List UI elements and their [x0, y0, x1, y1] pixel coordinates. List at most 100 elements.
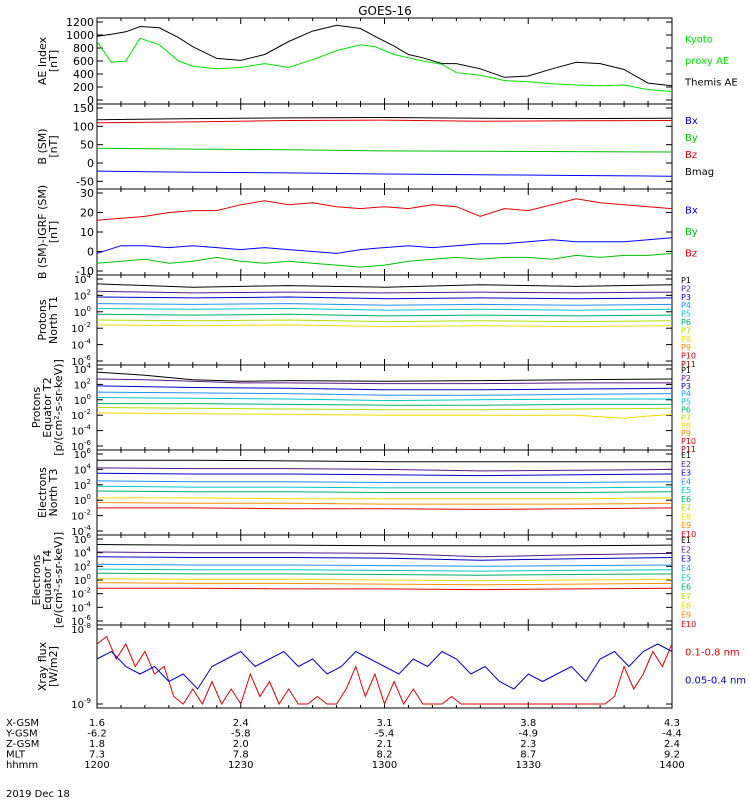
y-tick-label: 10: [80, 226, 94, 239]
series-by: [97, 147, 672, 153]
y-axis-label: Equator T4: [41, 550, 54, 610]
legend-entry: Bx: [685, 206, 698, 217]
series-p1: [97, 283, 672, 288]
footer-row-value: -6.2: [87, 729, 107, 740]
y-axis-label: Protons: [36, 299, 49, 340]
y-tick-exponent: 0: [87, 493, 91, 501]
series-e5: [97, 485, 672, 489]
y-tick-label: 400: [73, 68, 94, 81]
y-tick-label: 102: [74, 559, 91, 573]
legend-entry: E9: [681, 521, 691, 530]
legend-entry: E10: [681, 620, 696, 629]
footer-row-value: 1230: [228, 760, 253, 771]
y-tick-exponent: 2: [87, 288, 91, 296]
footer-row-value: 1.6: [89, 718, 105, 729]
y-tick-label: 800: [73, 42, 94, 55]
series-p5: [97, 397, 672, 402]
panel-2: -50 0 50 100 150 B (SM)[nT] Bx By Bz Bmag: [36, 102, 714, 190]
footer-row-value: 1330: [516, 760, 541, 771]
y-axis-label: [nT]: [47, 135, 60, 157]
series-e2: [97, 551, 672, 558]
footer-row-value: 1300: [372, 760, 397, 771]
footer-row-value: -5.4: [375, 729, 395, 740]
footer-row-value: 2.4: [233, 718, 249, 729]
footer-row-value: -5.8: [231, 729, 251, 740]
series-p6: [97, 403, 672, 406]
legend-entry: 0.05-0.4 nm: [685, 675, 746, 686]
legend-entry: P11: [681, 360, 696, 369]
y-tick-label: 106: [74, 447, 92, 461]
y-tick-label: 104: [74, 272, 92, 286]
legend-entry: P7: [681, 413, 691, 422]
legend-entry: E2: [681, 545, 691, 554]
footer-ephemeris: X-GSM 1.6 2.4 3.1 3.8 4.3 Y-GSM -6.2 -5.8 -5.4 -4.…: [5, 718, 685, 771]
y-axis-label: [nT]: [47, 221, 60, 243]
legend-entry: P5: [681, 398, 691, 407]
y-axis-label: B (SM)-IGRF (SM): [36, 185, 49, 279]
y-tick-exponent: 4: [87, 272, 92, 280]
y-tick-exponent: -2: [84, 321, 91, 329]
series-p7: [97, 319, 672, 323]
legend-entry: By: [685, 227, 698, 238]
legend-entry: By: [685, 133, 698, 144]
y-tick-exponent: 6: [87, 532, 92, 540]
panel-7: 10-610-410-2100102104106ElectronsEquator…: [30, 532, 696, 629]
y-tick-label: 150: [73, 102, 94, 115]
legend-entry: P9: [681, 429, 691, 438]
y-tick-label: 102: [74, 288, 91, 302]
y-tick-label: 10-4: [71, 424, 91, 438]
legend-entry: E10: [681, 530, 696, 539]
y-tick-label: 106: [74, 532, 92, 546]
legend-entry: P5: [681, 310, 691, 319]
footer-row-value: 1200: [84, 760, 109, 771]
y-tick-exponent: -4: [84, 600, 92, 608]
footer-row-value: 2.4: [664, 739, 680, 750]
y-tick-label: 10-4: [71, 600, 91, 614]
series-bmag: [97, 116, 672, 121]
legend-entry: E8: [681, 512, 691, 521]
y-tick-exponent: 0: [87, 393, 91, 401]
y-tick-exponent: -4: [84, 338, 92, 346]
series-e1: [97, 544, 672, 547]
series-kyoto-proxy-ae: [97, 37, 672, 92]
legend-entry: Kyoto: [685, 35, 713, 46]
legend-entry: P9: [681, 343, 691, 352]
footer-row-value: 9.2: [664, 750, 680, 761]
footer-row-value: 2.3: [520, 739, 536, 750]
series-bx: [97, 170, 672, 177]
series-p7: [97, 407, 672, 411]
series-e7: [97, 497, 672, 500]
series-e4: [97, 563, 672, 567]
legend-entry: Themis AE: [684, 78, 738, 89]
legend-entry: P10: [681, 352, 696, 361]
y-axis-label: AE Index: [36, 36, 49, 85]
footer-row-label: Y-GSM: [5, 729, 38, 740]
legend-entry: P4: [681, 390, 691, 399]
panel-3: -10 0 10 20 30 B (SM)-IGRF (SM)[nT] Bx By Bz: [36, 185, 698, 279]
series-e2: [97, 467, 672, 472]
panel-frame: [96, 17, 673, 105]
series-p8: [97, 324, 672, 328]
y-tick-exponent: 0: [87, 305, 91, 313]
panel-frame: [96, 364, 673, 451]
y-tick-exponent: -2: [84, 509, 91, 517]
panel-frame: [96, 274, 673, 366]
series-bz: [97, 119, 672, 124]
legend-entry: E6: [681, 583, 691, 592]
series-p4: [97, 391, 672, 396]
legend-entry: P4: [681, 301, 691, 310]
footer-row-value: 1.8: [89, 739, 105, 750]
y-axis-label: [W/m2]: [47, 646, 60, 687]
legend-entry: E4: [681, 477, 691, 486]
legend-entry: E4: [681, 564, 691, 573]
y-tick-exponent: 4: [87, 546, 92, 554]
y-axis-label: B (SM): [36, 128, 49, 164]
y-tick-label: 1200: [66, 16, 94, 29]
footer-row-value: 7.3: [89, 750, 105, 761]
legend-entry: P1: [681, 276, 691, 285]
legend-entry: P7: [681, 326, 691, 335]
footer-row-value: 1400: [659, 760, 684, 771]
legend-entry: P6: [681, 406, 691, 415]
y-tick-label: 102: [74, 478, 91, 492]
footer-row-value: 8.7: [520, 750, 536, 761]
